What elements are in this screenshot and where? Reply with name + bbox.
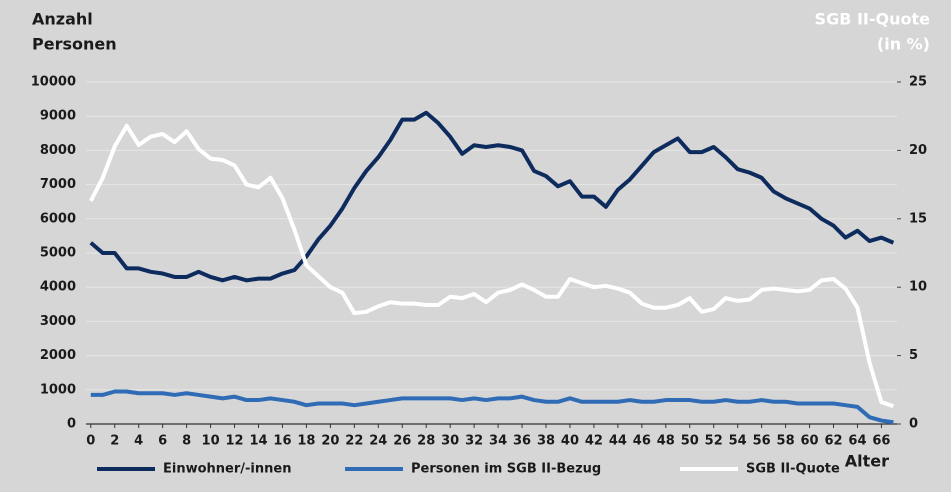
x-tick-label: 38 xyxy=(537,434,555,449)
x-tick-label: 46 xyxy=(633,434,651,449)
y-tick-label: 6000 xyxy=(40,211,76,226)
x-tick-label: 52 xyxy=(705,434,723,449)
data-line xyxy=(89,123,895,409)
x-tick-label: 20 xyxy=(321,434,339,449)
x-tick-label: 42 xyxy=(585,434,603,449)
y-tick-label: 9000 xyxy=(40,109,76,124)
y2-tick-label: 20 xyxy=(909,143,927,158)
y2-tick-label: 15 xyxy=(909,211,927,226)
y-tick-label: 0 xyxy=(67,417,76,432)
data-line xyxy=(90,389,894,425)
x-tick-label: 8 xyxy=(182,434,191,449)
y-tick-label: 8000 xyxy=(40,143,76,158)
x-tick-label: 0 xyxy=(86,434,95,449)
x-tick-label: 32 xyxy=(465,434,483,449)
x-tick-label: 58 xyxy=(777,434,795,449)
y2-tick-label: 5 xyxy=(909,348,918,363)
x-tick-label: 60 xyxy=(801,434,819,449)
y2-axis-label: SGB II-Quote xyxy=(815,10,931,29)
x-tick-label: 44 xyxy=(609,434,627,449)
data-line xyxy=(89,110,895,283)
x-tick-label: 26 xyxy=(393,434,411,449)
x-tick-label: 30 xyxy=(441,434,459,449)
x-tick-label: 12 xyxy=(225,434,243,449)
y-tick-label: 1000 xyxy=(40,382,76,397)
x-tick-label: 34 xyxy=(489,434,507,449)
x-tick-label: 36 xyxy=(513,434,531,449)
x-tick-label: 22 xyxy=(345,434,363,449)
y2-tick-label: 25 xyxy=(909,75,927,90)
y2-tick-label: 10 xyxy=(909,280,927,295)
x-tick-label: 28 xyxy=(417,434,435,449)
x-axis-label: Alter xyxy=(845,452,889,471)
legend-label: SGB II-Quote xyxy=(746,462,840,477)
x-tick-label: 50 xyxy=(681,434,699,449)
x-tick-label: 48 xyxy=(657,434,675,449)
x-tick-label: 54 xyxy=(729,434,747,449)
x-tick-label: 62 xyxy=(824,434,842,449)
y-axis-label: Anzahl xyxy=(32,10,93,29)
x-tick-label: 6 xyxy=(158,434,167,449)
x-tick-label: 10 xyxy=(202,434,220,449)
y-tick-label: 2000 xyxy=(40,348,76,363)
y-tick-label: 7000 xyxy=(40,177,76,192)
y-tick-label: 10000 xyxy=(31,75,76,90)
y-tick-label: 5000 xyxy=(40,246,76,261)
y-tick-label: 3000 xyxy=(40,314,76,329)
y-axis-label: Personen xyxy=(32,35,117,54)
x-tick-label: 14 xyxy=(249,434,267,449)
x-tick-label: 64 xyxy=(848,434,866,449)
x-tick-label: 16 xyxy=(273,434,291,449)
x-tick-label: 56 xyxy=(753,434,771,449)
y2-axis-label: (in %) xyxy=(877,35,930,54)
x-tick-label: 66 xyxy=(872,434,890,449)
x-tick-label: 2 xyxy=(110,434,119,449)
legend-label: Einwohner/-innen xyxy=(163,462,291,477)
y2-tick-label: 0 xyxy=(909,417,918,432)
x-tick-label: 24 xyxy=(369,434,387,449)
x-tick-label: 4 xyxy=(134,434,143,449)
x-tick-label: 18 xyxy=(297,434,315,449)
legend-label: Personen im SGB II-Bezug xyxy=(411,462,601,477)
x-tick-label: 40 xyxy=(561,434,579,449)
y-tick-label: 4000 xyxy=(40,280,76,295)
